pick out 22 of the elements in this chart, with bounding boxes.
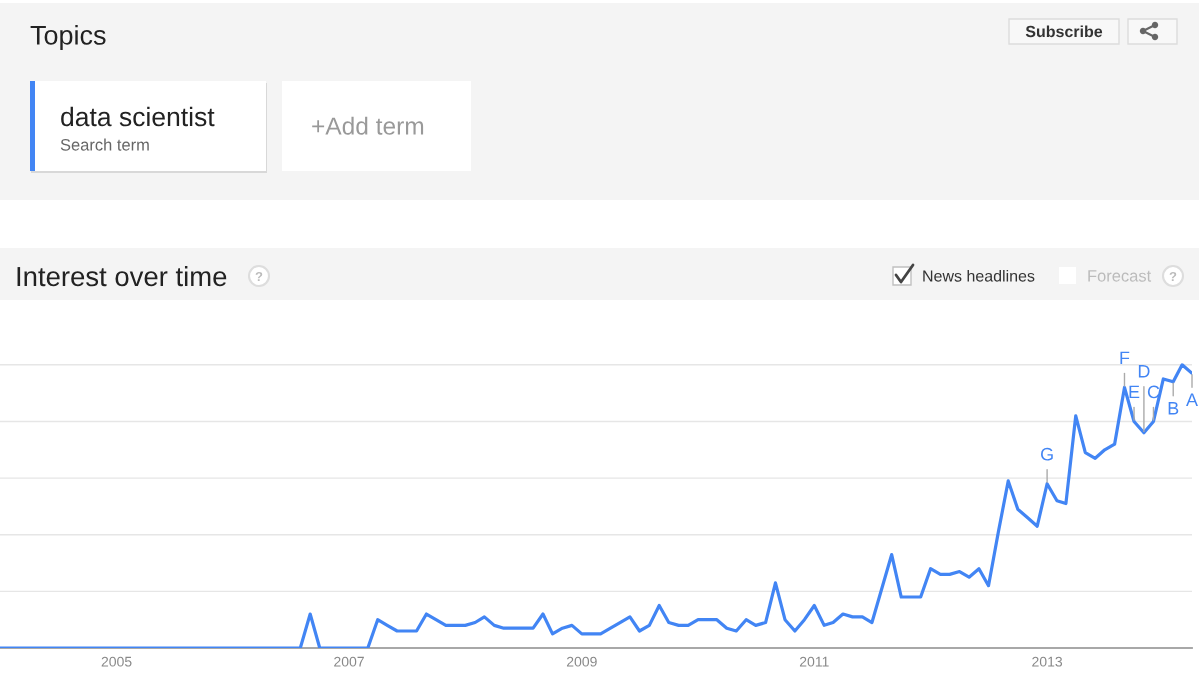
text: Search term: [60, 138, 149, 151]
annotation: A: [1186, 393, 1198, 406]
annotation: C: [1147, 385, 1160, 399]
text: ?: [255, 271, 263, 281]
text: ?: [1169, 271, 1177, 281]
x-tick-label: 2013: [1032, 656, 1063, 667]
annotation: D: [1138, 365, 1150, 378]
annotation: F: [1120, 351, 1130, 365]
annotation: G: [1041, 447, 1053, 461]
annotation: E: [1129, 385, 1140, 399]
chart-title: Interest over time: [17, 266, 227, 287]
text: Subscribe: [1025, 25, 1103, 38]
text: data scientist: [61, 106, 215, 127]
text: News headlines: [923, 269, 1035, 282]
annotation: B: [1168, 402, 1179, 415]
text: Topics: [30, 24, 106, 51]
x-tick-label: 2007: [334, 656, 364, 667]
x-tick-label: 2005: [101, 656, 132, 667]
text: +Add term: [312, 116, 424, 135]
x-tick-label: 2009: [566, 656, 597, 667]
x-tick-label: 2011: [799, 656, 829, 667]
text: Forecast: [1088, 270, 1152, 282]
